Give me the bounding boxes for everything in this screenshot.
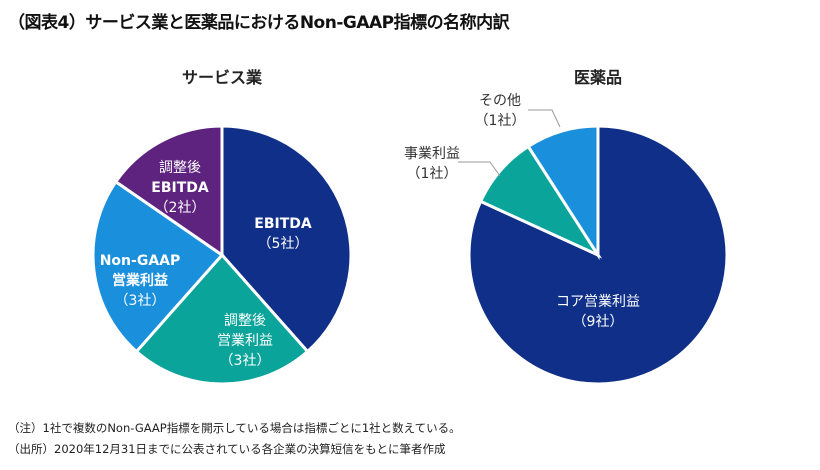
slice-label: Non-GAAP <box>100 253 181 269</box>
slice-label: （3社） <box>115 293 166 309</box>
leader-line <box>458 161 501 177</box>
slice-label: EBITDA <box>151 180 209 196</box>
pie-slice <box>467 124 729 386</box>
source: （出所）2020年12月31日までに公表されている各企業の決算短信をもとに筆者作… <box>8 442 446 456</box>
figure-title: （図表4）サービス業と医薬品におけるNon-GAAP指標の名称内訳 <box>8 13 510 33</box>
slice-label: 営業利益 <box>112 272 168 289</box>
slice-label: 調整後 <box>159 160 201 176</box>
leader-line <box>528 109 561 128</box>
pie-slice <box>113 124 224 258</box>
slice-label: その他 <box>479 93 521 109</box>
note: （注）1社で複数のNon-GAAP指標を開示している場合は指標ごとに1社と数えて… <box>8 421 461 435</box>
slice-label: （1社） <box>407 166 458 182</box>
slice-label: 調整後 <box>224 313 266 329</box>
slice-label: 営業利益 <box>217 333 273 349</box>
pie-title-pharma: 医薬品 <box>573 68 623 87</box>
slice-label: （9社） <box>573 314 624 330</box>
slice-label: （3社） <box>220 353 271 369</box>
pie-slice <box>220 124 353 354</box>
slice-label: EBITDA <box>254 216 312 232</box>
pie-title-services: サービス業 <box>181 68 263 87</box>
pie-slice <box>134 252 310 386</box>
pie-slice <box>526 124 600 261</box>
slice-label: 事業利益 <box>404 146 460 162</box>
slice-label: コア営業利益 <box>556 294 640 310</box>
pie-slice <box>91 179 225 354</box>
slice-label: （5社） <box>258 236 309 252</box>
slice-label: （2社） <box>155 200 206 216</box>
slice-label: （1社） <box>475 113 526 129</box>
